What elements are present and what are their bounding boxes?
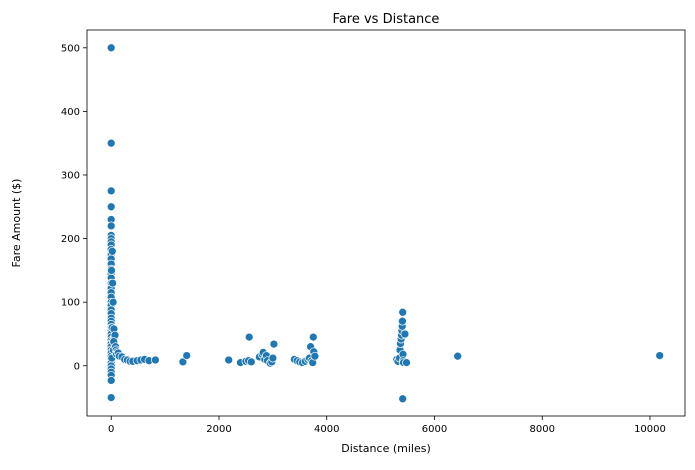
data-point: [106, 376, 116, 385]
y-tick-label: 300: [61, 170, 80, 181]
data-point: [107, 266, 116, 275]
data-point: [107, 246, 117, 256]
data-point: [453, 351, 463, 361]
y-tick-label: 100: [61, 298, 80, 309]
data-point: [246, 357, 256, 367]
x-tick-label: 2000: [206, 424, 231, 435]
data-point: [655, 351, 665, 360]
data-point: [244, 332, 254, 342]
data-point: [108, 278, 117, 288]
data-point: [106, 202, 116, 212]
data-point: [402, 358, 411, 367]
data-point: [106, 186, 116, 196]
data-point: [398, 307, 408, 317]
data-point: [151, 355, 160, 365]
data-point: [106, 393, 116, 402]
data-point: [182, 351, 192, 360]
x-tick-label: 8000: [530, 424, 555, 435]
x-tick-label: 6000: [422, 424, 447, 435]
plot-frame: [86, 29, 686, 417]
data-point: [268, 353, 278, 363]
x-tick-label: 4000: [314, 424, 339, 435]
data-point: [106, 138, 116, 148]
y-tick-label: 400: [61, 107, 80, 118]
x-axis-label: Distance (miles): [341, 442, 431, 455]
chart-title: Fare vs Distance: [333, 12, 440, 27]
data-point: [398, 394, 408, 404]
points-layer: [106, 43, 665, 404]
data-point: [178, 357, 188, 367]
y-axis-label: Fare Amount ($): [10, 179, 23, 268]
data-point: [108, 297, 118, 307]
data-point: [106, 43, 116, 53]
data-point: [398, 316, 407, 326]
y-tick-label: 200: [61, 234, 80, 245]
y-axis: 0 100 200 300 400 500: [61, 43, 87, 372]
data-point: [310, 351, 320, 361]
y-tick-label: 500: [61, 43, 80, 54]
y-tick-label: 0: [74, 361, 80, 372]
data-point: [308, 332, 318, 342]
data-point: [224, 355, 234, 365]
x-tick-label: 10000: [634, 424, 666, 435]
data-point: [400, 329, 410, 339]
x-axis: 0 2000 4000 6000 8000 10000: [108, 416, 666, 435]
data-point: [269, 339, 279, 349]
data-point: [106, 221, 116, 231]
x-tick-label: 0: [108, 424, 114, 435]
